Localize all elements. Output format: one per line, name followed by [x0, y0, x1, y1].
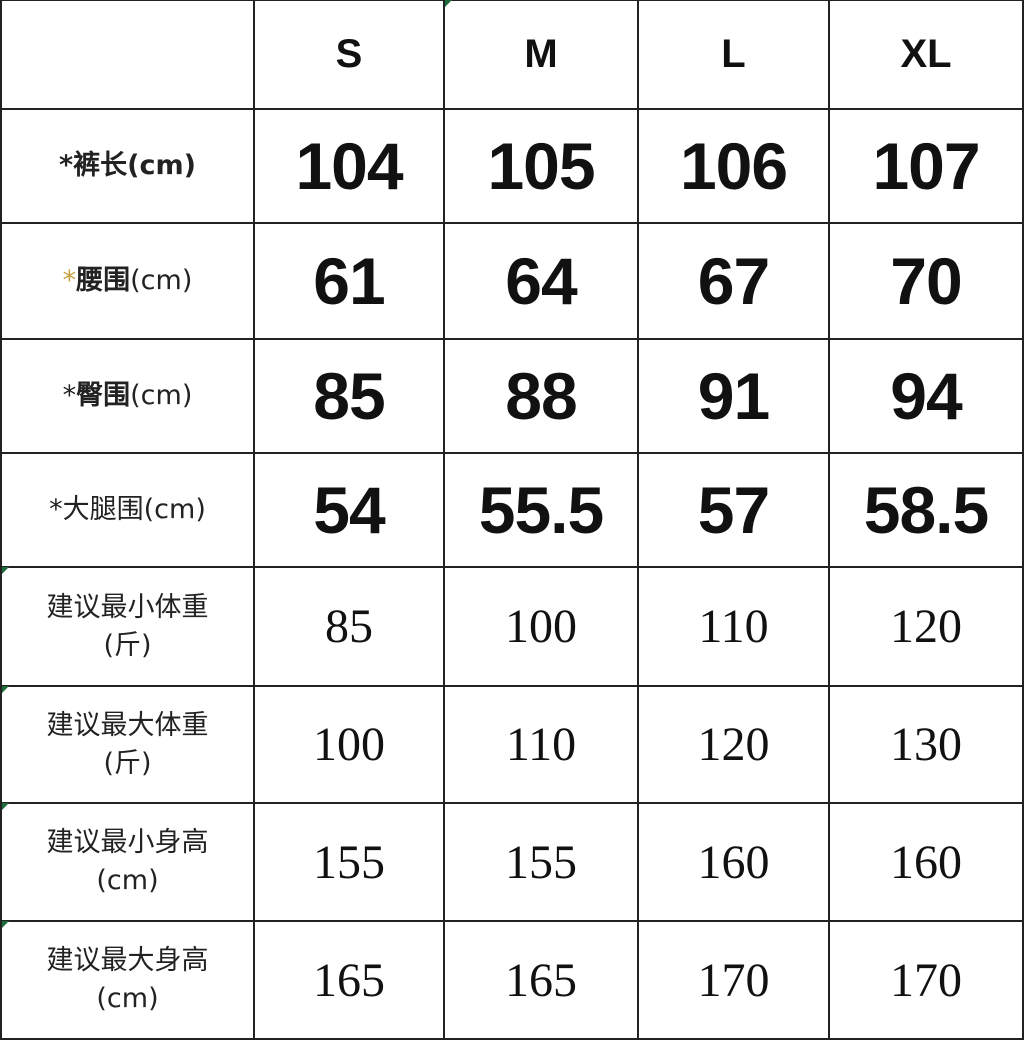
table-row: *大腿围(cm) 54 55.5 57 58.5	[0, 452, 1024, 568]
table-row: *腰围(cm) 61 64 67 70	[0, 222, 1024, 340]
row-label: *臀围(cm)	[0, 338, 255, 454]
value-cell: 165	[253, 920, 445, 1040]
value-cell: 70	[828, 222, 1024, 340]
header-row: S M L XL	[0, 0, 1024, 110]
size-header-l: L	[637, 0, 830, 110]
value-cell: 104	[253, 108, 445, 224]
value-cell: 130	[828, 685, 1024, 804]
value-cell: 85	[253, 566, 445, 687]
table-row: 建议最大体重 (斤) 100 110 120 130	[0, 685, 1024, 804]
table-row: 建议最大身高 (cm) 165 165 170 170	[0, 920, 1024, 1040]
value-cell: 165	[443, 920, 639, 1040]
value-cell: 155	[253, 802, 445, 922]
row-label: 建议最小身高 (cm)	[0, 802, 255, 922]
table-row: *臀围(cm) 85 88 91 94	[0, 338, 1024, 454]
value-cell: 160	[637, 802, 830, 922]
value-cell: 61	[253, 222, 445, 340]
value-cell: 67	[637, 222, 830, 340]
row-label: 建议最大身高 (cm)	[0, 920, 255, 1040]
value-cell: 110	[443, 685, 639, 804]
value-cell: 120	[637, 685, 830, 804]
value-cell: 54	[253, 452, 445, 568]
value-cell: 94	[828, 338, 1024, 454]
value-cell: 91	[637, 338, 830, 454]
row-label: 建议最大体重 (斤)	[0, 685, 255, 804]
value-cell: 155	[443, 802, 639, 922]
table-row: *裤长(cm) 104 105 106 107	[0, 108, 1024, 224]
value-cell: 58.5	[828, 452, 1024, 568]
value-cell: 160	[828, 802, 1024, 922]
value-cell: 170	[637, 920, 830, 1040]
value-cell: 100	[443, 566, 639, 687]
comment-marker-icon	[2, 686, 9, 693]
value-cell: 100	[253, 685, 445, 804]
value-cell: 64	[443, 222, 639, 340]
row-label: *大腿围(cm)	[0, 452, 255, 568]
comment-marker-icon	[2, 921, 9, 928]
value-cell: 88	[443, 338, 639, 454]
size-header-s: S	[253, 0, 445, 110]
value-cell: 105	[443, 108, 639, 224]
comment-marker-icon	[2, 803, 9, 810]
value-cell: 55.5	[443, 452, 639, 568]
corner-cell	[0, 0, 255, 110]
value-cell: 85	[253, 338, 445, 454]
size-header-m: M	[443, 0, 639, 110]
row-label: *裤长(cm)	[0, 108, 255, 224]
size-header-xl: XL	[828, 0, 1024, 110]
row-label: *腰围(cm)	[0, 222, 255, 340]
table-row: 建议最小体重 (斤) 85 100 110 120	[0, 566, 1024, 687]
value-cell: 57	[637, 452, 830, 568]
value-cell: 170	[828, 920, 1024, 1040]
comment-marker-icon	[2, 567, 9, 574]
value-cell: 106	[637, 108, 830, 224]
value-cell: 110	[637, 566, 830, 687]
row-label: 建议最小体重 (斤)	[0, 566, 255, 687]
value-cell: 107	[828, 108, 1024, 224]
table-row: 建议最小身高 (cm) 155 155 160 160	[0, 802, 1024, 922]
comment-marker-icon	[445, 0, 452, 7]
value-cell: 120	[828, 566, 1024, 687]
